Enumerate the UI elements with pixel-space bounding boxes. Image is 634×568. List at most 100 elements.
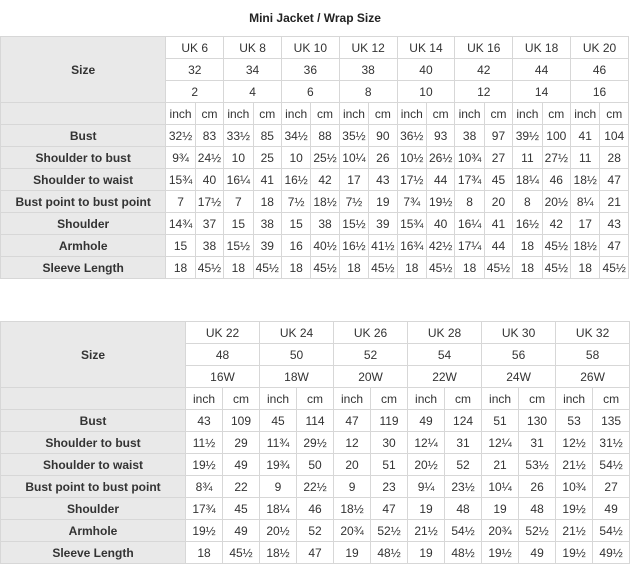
measurement-value: 17½ xyxy=(396,168,427,191)
measurement-value: 15½ xyxy=(338,212,370,235)
size-table-1: Size UK 6 UK 8 UK 10 UK 12 UK 14 UK 16 UK 18 UK … xyxy=(0,36,629,279)
measurement-value: 40½ xyxy=(310,234,340,257)
measurement-value: 19 xyxy=(407,541,446,564)
unit-cm-header: cm xyxy=(518,387,557,410)
eu-size-header: 58 xyxy=(555,343,631,366)
measurement-value: 85 xyxy=(252,124,282,147)
measurement-value: 130 xyxy=(518,409,557,432)
measurement-value: 41 xyxy=(252,168,282,191)
measurement-value: 24½ xyxy=(194,146,225,169)
us-size-header: 8 xyxy=(338,80,398,103)
unit-cm-header: cm xyxy=(368,102,398,125)
measurement-value: 47 xyxy=(370,497,409,520)
measurement-value: 42½ xyxy=(425,234,456,257)
measurement-value: 49 xyxy=(407,409,446,432)
measurement-value: 11¾ xyxy=(259,431,298,454)
measurement-value: 12¼ xyxy=(481,431,520,454)
measurement-value: 15 xyxy=(280,212,312,235)
unit-cm-header: cm xyxy=(541,102,572,125)
measurement-value: 8 xyxy=(454,190,485,213)
measurement-value: 10¼ xyxy=(481,475,520,498)
uk-size-header: UK 20 xyxy=(570,36,629,59)
measurement-value: 19½ xyxy=(481,541,520,564)
measurement-value: 114 xyxy=(296,409,335,432)
eu-size-row: 48 50 52 54 56 58 xyxy=(1,343,631,366)
measurement-value: 97 xyxy=(483,124,514,147)
measurement-value: 39 xyxy=(368,212,398,235)
measurement-value: 16½ xyxy=(280,168,312,191)
measurement-value: 8 xyxy=(512,190,543,213)
measurement-value: 47 xyxy=(599,168,629,191)
measurement-value: 19½ xyxy=(185,453,223,476)
unit-cm-header: cm xyxy=(221,387,261,410)
measurement-value: 38 xyxy=(252,212,282,235)
measurement-label: Bust point to bust point xyxy=(0,475,186,498)
measurement-value: 8¼ xyxy=(569,190,601,213)
measurement-value: 10¾ xyxy=(454,146,485,169)
measurement-value: 26½ xyxy=(425,146,456,169)
measurement-value: 43 xyxy=(599,212,629,235)
unit-cm-header: cm xyxy=(194,102,225,125)
eu-size-header: 48 xyxy=(184,343,261,366)
measurement-value: 20 xyxy=(483,190,514,213)
measurement-value: 16¼ xyxy=(223,168,254,191)
table-row: Shoulder to bust 9¾ 24½ 10 25 10 25½ 10¼ 26 10½ 26… xyxy=(0,146,629,169)
table-row: Sleeve Length 18 45½ 18½ 47 19 48½ 19 48½ 19½ 49 19… xyxy=(0,541,631,564)
measurement-label: Sleeve Length xyxy=(0,256,167,279)
unit-inch-header: inch xyxy=(333,387,372,410)
eu-size-header: 38 xyxy=(338,58,398,81)
measurement-value: 16½ xyxy=(338,234,370,257)
us-size-header: 14 xyxy=(512,80,571,103)
uk-size-header: UK 30 xyxy=(481,321,557,344)
measurement-value: 90 xyxy=(368,124,398,147)
measurement-value: 7 xyxy=(165,190,196,213)
unit-inch-header: inch xyxy=(338,102,370,125)
measurement-value: 18½ xyxy=(569,168,601,191)
measurement-value: 11½ xyxy=(185,431,223,454)
us-size-header: 24W xyxy=(481,365,557,388)
measurement-value: 45½ xyxy=(483,256,514,279)
uk-size-header: UK 26 xyxy=(333,321,409,344)
measurement-value: 45 xyxy=(483,168,514,191)
uk-size-header: UK 22 xyxy=(184,321,261,344)
us-size-row: 2 4 6 8 10 12 14 16 xyxy=(1,80,629,103)
uk-size-header: UK 18 xyxy=(512,36,571,59)
measurement-value: 40 xyxy=(194,168,225,191)
measurement-value: 27 xyxy=(592,475,631,498)
eu-size-header: 52 xyxy=(333,343,409,366)
unit-inch-header: inch xyxy=(512,102,543,125)
measurement-value: 54½ xyxy=(592,519,631,542)
measurement-value: 47 xyxy=(333,409,372,432)
measurement-value: 9¾ xyxy=(165,146,196,169)
measurement-value: 18½ xyxy=(569,234,601,257)
measurement-value: 18 xyxy=(252,190,282,213)
measurement-value: 15 xyxy=(165,234,196,257)
measurement-value: 42 xyxy=(310,168,340,191)
measurement-value: 32½ xyxy=(165,124,196,147)
measurement-value: 27 xyxy=(483,146,514,169)
measurement-value: 109 xyxy=(221,409,261,432)
measurement-value: 20½ xyxy=(541,190,572,213)
measurement-value: 83 xyxy=(194,124,225,147)
unit-cm-header: cm xyxy=(370,387,409,410)
measurement-value: 30 xyxy=(370,431,409,454)
measurement-value: 18 xyxy=(396,256,427,279)
measurement-value: 7¾ xyxy=(396,190,427,213)
measurement-value: 42 xyxy=(541,212,572,235)
measurement-value: 43 xyxy=(185,409,223,432)
us-size-header: 4 xyxy=(223,80,282,103)
measurement-value: 104 xyxy=(599,124,629,147)
unit-cm-header: cm xyxy=(252,102,282,125)
measurement-label: Armhole xyxy=(0,519,186,542)
measurement-value: 49½ xyxy=(592,541,631,564)
table-row: Armhole 15 38 15½ 39 16 40½ 16½ 41½ 16¾ 42½ 17¼ 44 18… xyxy=(0,234,629,257)
measurement-value: 9 xyxy=(259,475,298,498)
size-row: Size UK 22 UK 24 UK 26 UK 28 UK 30 UK 32 xyxy=(0,321,631,388)
measurement-value: 49 xyxy=(592,497,631,520)
measurement-value: 11 xyxy=(512,146,543,169)
measurement-value: 21 xyxy=(599,190,629,213)
eu-size-header: 46 xyxy=(570,58,629,81)
unit-inch-header: inch xyxy=(396,102,427,125)
measurement-value: 10¼ xyxy=(338,146,370,169)
measurement-value: 17¾ xyxy=(185,497,223,520)
